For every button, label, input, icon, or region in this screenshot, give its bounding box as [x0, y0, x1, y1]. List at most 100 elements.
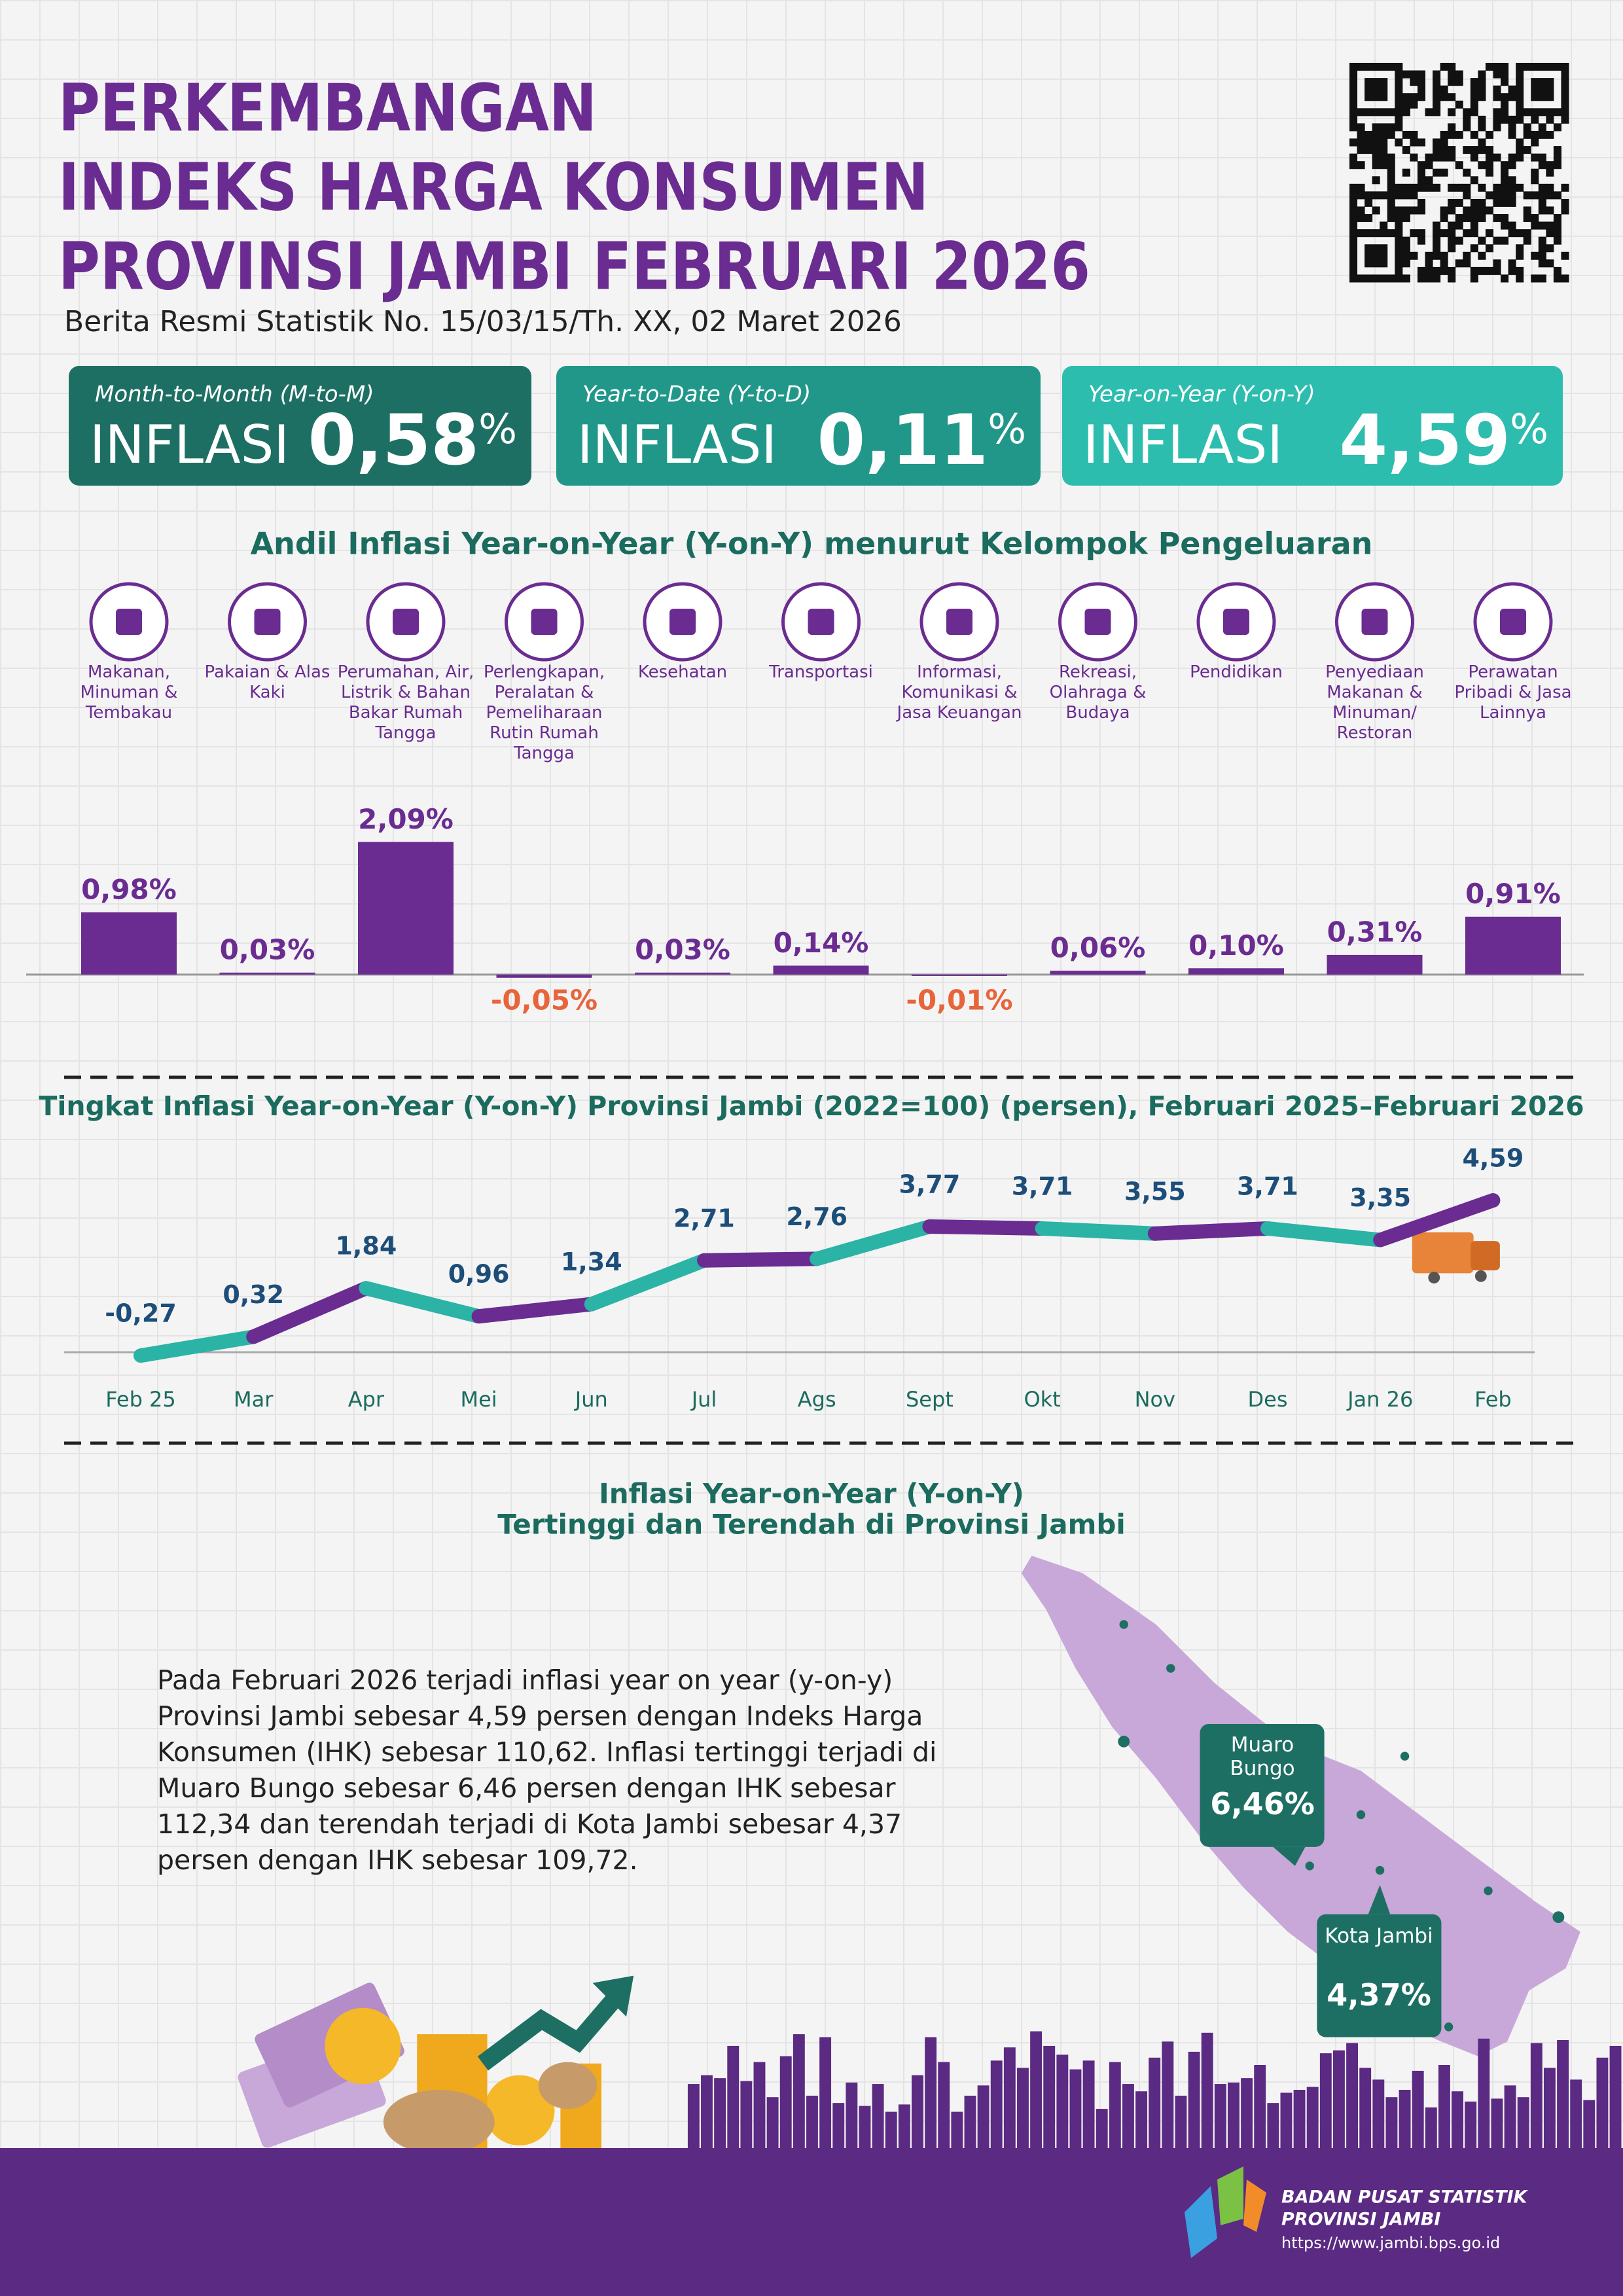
qr-module: [1501, 93, 1509, 101]
qr-code: [1349, 63, 1569, 283]
qr-module: [1349, 63, 1358, 71]
qr-module: [1448, 108, 1456, 117]
qr-module: [1485, 153, 1493, 162]
qr-module: [1440, 259, 1448, 268]
line-segment: [471, 1297, 599, 1324]
qr-module: [1508, 266, 1516, 275]
qr-module: [1440, 229, 1448, 238]
qr-module: [1387, 191, 1395, 200]
category-label: Penyediaan Makanan & Minuman/ Restoran: [1325, 662, 1424, 743]
line-segment: [246, 1281, 374, 1344]
qr-module: [1410, 130, 1418, 139]
qr-module: [1417, 176, 1426, 185]
qr-module: [1546, 183, 1554, 192]
qr-module: [1364, 214, 1373, 223]
x-tick-label: Des: [1248, 1387, 1288, 1412]
qr-module: [1553, 266, 1561, 275]
x-tick-label: Ags: [798, 1387, 836, 1412]
building: [1122, 2084, 1134, 2151]
qr-module: [1364, 198, 1373, 207]
qr-module: [1501, 198, 1509, 207]
qr-module: [1402, 146, 1410, 154]
qr-module: [1493, 153, 1501, 162]
qr-module: [1538, 130, 1546, 139]
card-label: Year-on-Year (Y-on-Y): [1088, 382, 1315, 408]
qr-module: [1395, 108, 1403, 117]
qr-module: [1433, 100, 1441, 109]
qr-module: [1417, 161, 1426, 170]
qr-module: [1478, 93, 1486, 101]
qr-module: [1455, 78, 1463, 86]
qr-module: [1448, 123, 1456, 132]
qr-module: [1387, 214, 1395, 223]
x-tick-label: Okt: [1024, 1387, 1060, 1412]
building: [1043, 2045, 1056, 2151]
qr-module: [1448, 130, 1456, 139]
qr-module: [1425, 266, 1433, 275]
qr-module: [1538, 78, 1546, 86]
qr-module: [1531, 214, 1539, 223]
qr-module: [1538, 153, 1546, 162]
qr-module: [1553, 161, 1561, 170]
qr-module: [1553, 214, 1561, 223]
qr-module: [1395, 123, 1403, 132]
qr-module: [1538, 108, 1546, 117]
card: [556, 366, 1041, 486]
qr-module: [1387, 206, 1395, 215]
qr-module: [1546, 244, 1554, 253]
building: [727, 2045, 740, 2151]
qr-module: [1364, 138, 1373, 147]
qr-module: [1508, 93, 1516, 101]
building: [1491, 2098, 1503, 2151]
qr-module: [1561, 274, 1569, 283]
qr-module: [1470, 244, 1478, 253]
qr-module: [1448, 183, 1456, 192]
qr-module: [1561, 115, 1569, 124]
qr-module: [1380, 78, 1388, 86]
title-line: PROVINSI JAMBI FEBRUARI 2026: [58, 228, 1090, 304]
qr-module: [1402, 130, 1410, 139]
bar: [1327, 954, 1423, 975]
qr-module: [1433, 168, 1441, 177]
qr-module: [1463, 108, 1471, 117]
qr-module: [1455, 70, 1463, 79]
qr-module: [1478, 123, 1486, 132]
qr-module: [1501, 70, 1509, 79]
value-label: 3,77: [899, 1170, 961, 1199]
qr-module: [1463, 123, 1471, 132]
bar: [219, 973, 315, 975]
qr-module: [1440, 214, 1448, 223]
qr-module: [1501, 161, 1509, 170]
qr-module: [1402, 108, 1410, 117]
qr-module: [1433, 93, 1441, 101]
qr-module: [1516, 266, 1524, 275]
qr-module: [1448, 153, 1456, 162]
qr-module: [1561, 78, 1569, 86]
qr-module: [1349, 115, 1358, 124]
qr-module: [1349, 161, 1358, 170]
qr-module: [1395, 229, 1403, 238]
qr-module: [1440, 153, 1448, 162]
qr-module: [1387, 168, 1395, 177]
qr-module: [1433, 251, 1441, 260]
qr-module: [1523, 191, 1531, 200]
summary-paragraph: Pada Februari 2026 terjadi inflasi year …: [157, 1664, 937, 1876]
qr-module: [1402, 183, 1410, 192]
qr-module: [1455, 161, 1463, 170]
building: [1306, 2087, 1319, 2151]
card-unit: %: [1510, 405, 1548, 453]
qr-module: [1516, 63, 1524, 71]
qr-module: [1372, 123, 1380, 132]
value-label: 2,76: [786, 1202, 847, 1231]
qr-module: [1433, 153, 1441, 162]
qr-module: [1410, 251, 1418, 260]
qr-module: [1493, 214, 1501, 223]
qr-module: [1425, 176, 1433, 185]
qr-module: [1425, 259, 1433, 268]
qr-module: [1410, 206, 1418, 215]
building: [1583, 2100, 1596, 2151]
qr-module: [1380, 63, 1388, 71]
qr-module: [1357, 130, 1365, 139]
qr-module: [1493, 259, 1501, 268]
qr-module: [1463, 183, 1471, 192]
